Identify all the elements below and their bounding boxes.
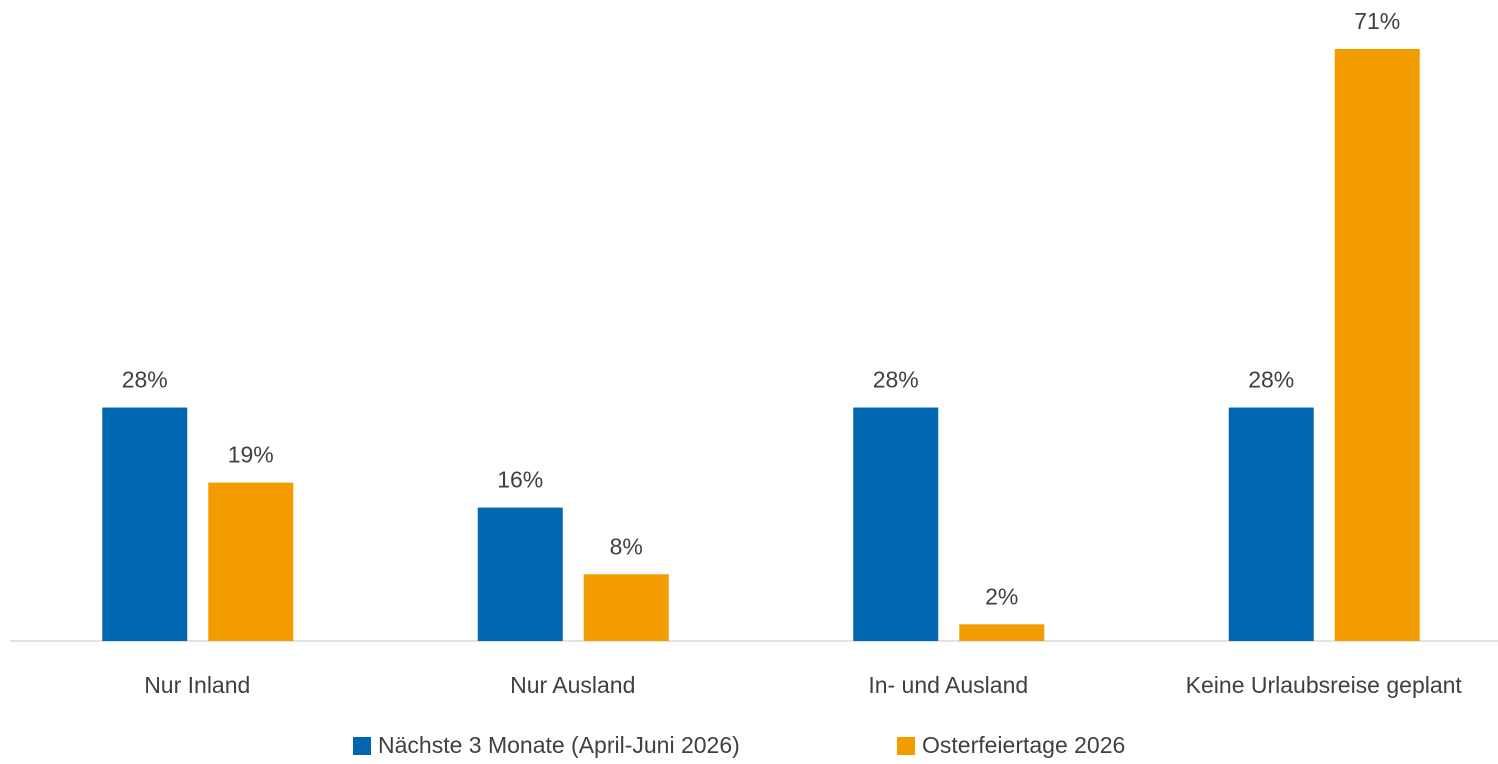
value-label: 8% bbox=[610, 533, 643, 559]
value-label: 16% bbox=[497, 467, 543, 493]
bar bbox=[853, 407, 939, 641]
value-label: 28% bbox=[122, 367, 168, 393]
bar bbox=[102, 407, 188, 641]
value-label: 2% bbox=[985, 583, 1018, 609]
x-tick-label: Keine Urlaubsreise geplant bbox=[1186, 672, 1463, 698]
bar bbox=[583, 574, 669, 641]
x-tick-label: Nur Ausland bbox=[510, 672, 635, 698]
legend-label: Nächste 3 Monate (April-Juni 2026) bbox=[378, 732, 740, 758]
x-tick-label: Nur Inland bbox=[144, 672, 250, 698]
legend-label: Osterfeiertage 2026 bbox=[922, 732, 1125, 758]
bar bbox=[208, 482, 294, 641]
legend-swatch bbox=[897, 737, 915, 755]
legend-swatch bbox=[353, 737, 371, 755]
bar bbox=[477, 507, 563, 641]
value-label: 28% bbox=[873, 367, 919, 393]
bar bbox=[1228, 407, 1314, 641]
bar bbox=[959, 624, 1045, 641]
value-label: 28% bbox=[1248, 367, 1294, 393]
value-label: 71% bbox=[1354, 8, 1400, 34]
bar bbox=[1334, 49, 1420, 641]
value-label: 19% bbox=[228, 442, 274, 468]
x-tick-label: In- und Ausland bbox=[868, 672, 1028, 698]
